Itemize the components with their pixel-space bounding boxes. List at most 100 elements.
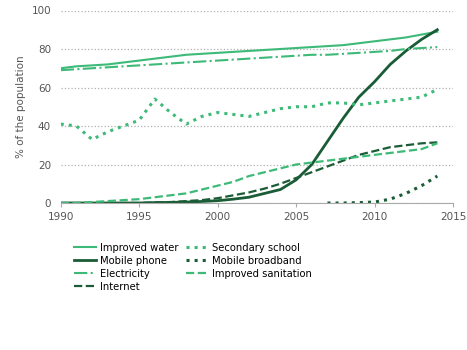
- Secondary school: [388, 99, 393, 103]
- Secondary school: [356, 103, 361, 107]
- Mobile phone: [325, 139, 330, 144]
- Electricity: [152, 62, 158, 66]
- Secondary school: [434, 88, 440, 92]
- Improved water: [184, 52, 189, 57]
- Electricity: [136, 63, 142, 68]
- Mobile broadband: [434, 174, 440, 178]
- Improved water: [388, 37, 393, 42]
- Internet: [168, 200, 173, 204]
- Internet: [89, 201, 95, 205]
- Improved water: [168, 55, 173, 59]
- Secondary school: [419, 95, 425, 99]
- Secondary school: [105, 130, 111, 134]
- Improved sanitation: [309, 160, 315, 165]
- Improved sanitation: [231, 180, 236, 184]
- Electricity: [434, 45, 440, 49]
- Line: Internet: Internet: [61, 142, 437, 203]
- Improved water: [309, 45, 315, 49]
- Improved sanitation: [152, 195, 158, 199]
- Secondary school: [246, 114, 252, 118]
- Internet: [58, 201, 64, 205]
- Mobile phone: [89, 201, 95, 205]
- Electricity: [58, 68, 64, 72]
- Internet: [120, 201, 126, 205]
- Internet: [356, 153, 361, 157]
- Mobile phone: [262, 191, 268, 196]
- Mobile phone: [356, 95, 361, 99]
- Mobile phone: [309, 162, 315, 167]
- Secondary school: [74, 124, 79, 128]
- Mobile phone: [152, 201, 158, 205]
- Improved sanitation: [58, 201, 64, 205]
- Improved sanitation: [262, 170, 268, 174]
- Mobile broadband: [388, 197, 393, 201]
- Improved water: [246, 49, 252, 53]
- Improved water: [403, 35, 409, 40]
- Mobile phone: [120, 201, 126, 205]
- Internet: [434, 140, 440, 145]
- Improved sanitation: [120, 198, 126, 202]
- Secondary school: [120, 124, 126, 128]
- Improved water: [74, 64, 79, 69]
- Improved sanitation: [74, 201, 79, 205]
- Mobile phone: [215, 198, 220, 203]
- Mobile broadband: [356, 201, 361, 205]
- Mobile phone: [105, 201, 111, 205]
- Mobile phone: [184, 200, 189, 204]
- Electricity: [89, 66, 95, 70]
- Mobile phone: [277, 188, 283, 192]
- Improved sanitation: [277, 166, 283, 170]
- Internet: [105, 201, 111, 205]
- Electricity: [293, 54, 299, 58]
- Line: Mobile phone: Mobile phone: [61, 30, 437, 203]
- Mobile phone: [434, 28, 440, 32]
- Mobile phone: [246, 195, 252, 199]
- Electricity: [419, 46, 425, 50]
- Line: Secondary school: Secondary school: [61, 90, 437, 140]
- Internet: [215, 196, 220, 200]
- Mobile broadband: [340, 201, 346, 205]
- Improved water: [199, 52, 205, 56]
- Electricity: [388, 49, 393, 53]
- Improved sanitation: [168, 193, 173, 197]
- Internet: [309, 170, 315, 174]
- Improved water: [215, 51, 220, 55]
- Mobile broadband: [325, 201, 330, 205]
- Secondary school: [293, 105, 299, 109]
- Secondary school: [136, 118, 142, 122]
- Line: Improved water: Improved water: [61, 32, 437, 68]
- Internet: [74, 201, 79, 205]
- Internet: [293, 176, 299, 180]
- Electricity: [105, 65, 111, 69]
- Improved water: [152, 56, 158, 61]
- Line: Mobile broadband: Mobile broadband: [327, 176, 437, 203]
- Mobile phone: [168, 200, 173, 204]
- Internet: [152, 200, 158, 204]
- Improved water: [120, 61, 126, 65]
- Improved water: [434, 30, 440, 34]
- Improved sanitation: [356, 155, 361, 159]
- Improved sanitation: [105, 199, 111, 203]
- Electricity: [120, 64, 126, 69]
- Electricity: [277, 55, 283, 59]
- Mobile phone: [419, 37, 425, 42]
- Mobile phone: [231, 197, 236, 201]
- Improved water: [89, 63, 95, 68]
- Improved water: [372, 39, 377, 43]
- Improved sanitation: [325, 159, 330, 163]
- Electricity: [403, 47, 409, 51]
- Y-axis label: % of the population: % of the population: [16, 55, 26, 158]
- Mobile phone: [372, 80, 377, 84]
- Electricity: [340, 52, 346, 56]
- Improved sanitation: [372, 153, 377, 157]
- Electricity: [168, 61, 173, 65]
- Legend: Improved water, Mobile phone, Electricity, Internet, Secondary school, Mobile br: Improved water, Mobile phone, Electricit…: [74, 243, 312, 292]
- Internet: [419, 141, 425, 146]
- Mobile broadband: [372, 200, 377, 204]
- Improved sanitation: [89, 200, 95, 204]
- Secondary school: [277, 106, 283, 111]
- Mobile phone: [136, 201, 142, 205]
- Improved sanitation: [246, 174, 252, 178]
- Mobile phone: [388, 62, 393, 66]
- Internet: [325, 164, 330, 169]
